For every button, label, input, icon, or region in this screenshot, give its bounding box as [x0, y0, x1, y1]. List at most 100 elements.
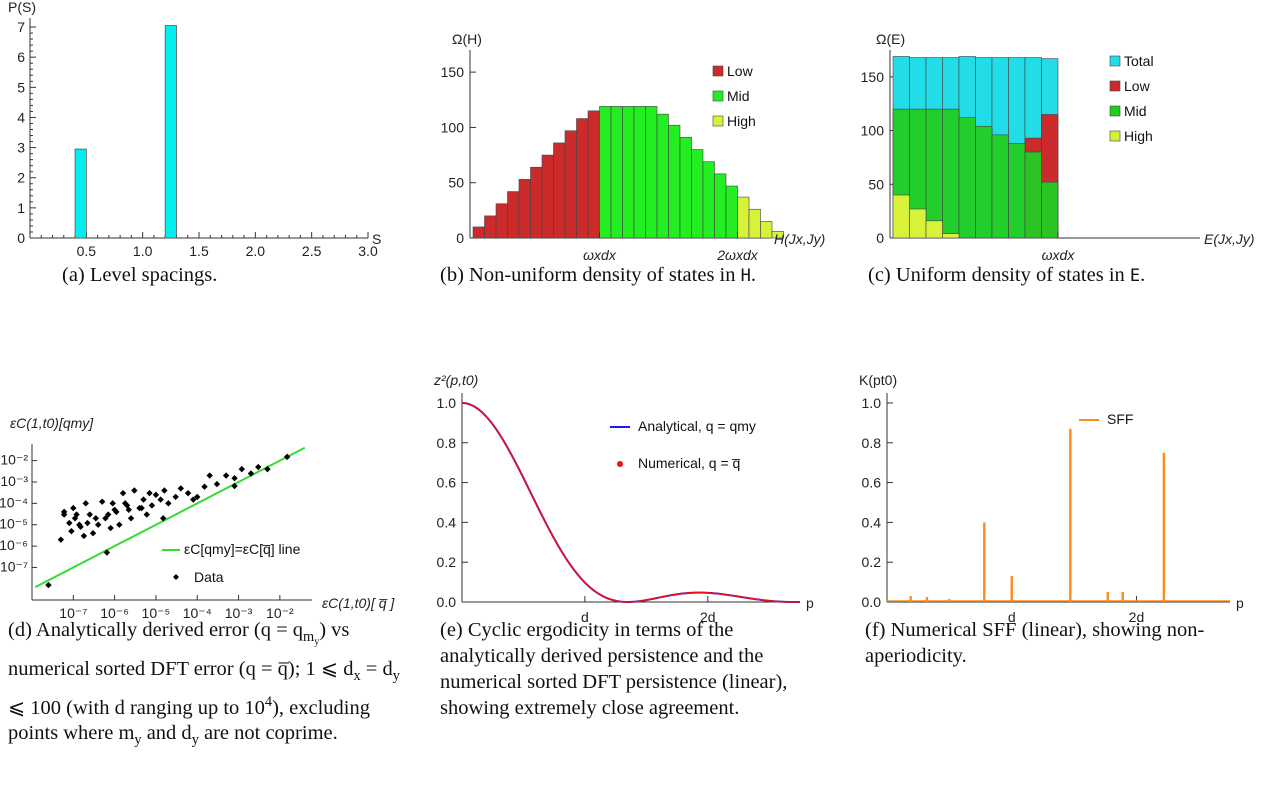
caption-b: (b) Non-uniform density of states in H.: [440, 264, 756, 286]
sff-spike: [1121, 592, 1124, 602]
data-point: [109, 500, 116, 507]
sff-spike: [1106, 592, 1109, 602]
y-axis-label: z²(p,t0): [433, 372, 478, 388]
y-tick-label: 0.4: [437, 514, 457, 530]
data-point: [82, 500, 89, 507]
bar-low: [553, 142, 566, 239]
y-tick-label: 0: [456, 230, 464, 246]
y-tick-label: 0.8: [862, 435, 882, 451]
data-point: [111, 506, 118, 513]
legend-label: Analytical, q = qmy: [638, 418, 756, 434]
caption-c: (c) Uniform density of states in E.: [868, 264, 1146, 286]
data-point: [131, 487, 138, 494]
legend-label: High: [727, 113, 756, 129]
panel-a-level-spacings: 0.5 1.0 1.5 2.0 2.5 3.0 0 1 2 3 4 5 6 7 P(S) S: [0, 0, 400, 260]
bar-high: [942, 233, 960, 239]
x-tick-label: 10⁻⁵: [142, 605, 171, 621]
panel-e-persistence: 0.0 0.2 0.4 0.6 0.8 1.0 d 2d z²(p,t0) p Analytical…: [420, 365, 830, 625]
bar-mid: [1008, 143, 1026, 239]
data-point: [194, 493, 201, 501]
level-spacings-chart: 0.5 1.0 1.5 2.0 2.5 3.0 0 1 2 3 4 5 6 7 P(S) S: [8, 0, 381, 259]
x-tick-label: 10⁻⁶: [100, 605, 129, 621]
equality-line: [34, 446, 306, 589]
x-tick-label: 10⁻³: [225, 605, 253, 621]
x-axis-label: E(Jx,Jy): [1204, 231, 1255, 247]
persistence-chart: 0.0 0.2 0.4 0.6 0.8 1.0 d 2d z²(p,t0) p Analytical…: [433, 372, 814, 625]
data-point: [127, 515, 135, 522]
x-tick-label: 2d: [700, 609, 716, 625]
data-point: [148, 502, 156, 509]
sff-spike: [1069, 428, 1072, 602]
bar-low: [576, 118, 589, 239]
y-tick-label: 150: [861, 69, 885, 85]
y-tick-label: 10⁻⁴: [0, 494, 28, 510]
data-point: [98, 498, 106, 505]
y-tick-label: 0.2: [437, 554, 457, 570]
y-tick-label: 0.6: [862, 475, 882, 491]
sff-spike: [909, 596, 912, 602]
bar-high: [925, 220, 943, 239]
x-axis-label: H(Jx,Jy): [774, 231, 825, 247]
y-tick-label: 1.0: [437, 395, 457, 411]
data-point: [119, 489, 127, 497]
x-axis-label: p: [806, 595, 814, 611]
bar-low: [495, 203, 508, 239]
x-tick-label: 1.5: [189, 243, 209, 259]
legend-swatch: [1109, 130, 1121, 142]
caption-d: (d) Analytically derived error (q = qmy)…: [8, 619, 400, 749]
data-point: [45, 581, 52, 589]
data-point: [247, 470, 255, 477]
data-point: [57, 536, 65, 543]
y-tick-label: 100: [441, 119, 465, 135]
bar-mid: [1041, 181, 1059, 239]
data-point: [201, 483, 208, 490]
bar-mid: [679, 137, 692, 239]
legend-label: Numerical, q = q̅: [638, 455, 741, 471]
data-point: [138, 504, 145, 512]
sff-spike: [1010, 576, 1013, 602]
x-tick-label: ωxdx: [1042, 247, 1076, 263]
data-point: [231, 475, 238, 482]
data-point: [206, 472, 213, 479]
y-tick-label: 5: [17, 79, 25, 95]
bar-high: [737, 196, 750, 239]
caption-e: (e) Cyclic ergodicity in terms of the an…: [440, 619, 788, 719]
bar-low: [587, 110, 600, 239]
bar-mid: [645, 106, 658, 239]
x-tick-label: 10⁻⁴: [183, 605, 212, 621]
bar-low: [484, 215, 497, 239]
data-point: [255, 463, 262, 471]
x-tick-label: 2ωxdx: [716, 247, 758, 263]
sff-spike: [925, 597, 929, 602]
bar-mid: [714, 173, 727, 239]
x-axis-label: εC(1,t0)[ q̅ ]: [322, 595, 395, 611]
data-point: [89, 530, 97, 537]
x-tick-label: d: [581, 609, 589, 625]
data-point: [116, 521, 123, 528]
x-tick-label: d: [1008, 609, 1016, 625]
y-tick-label: 1: [17, 200, 25, 216]
bar-high: [892, 194, 910, 239]
y-axis-label: Ω(H): [452, 31, 482, 47]
nonuniform-dos-chart: 0 50 100 150 ωxdx 2ωxdx Ω(H) H(Jx,Jy) Low Mid High: [441, 31, 826, 263]
y-tick-label: 10⁻²: [0, 452, 28, 468]
bar-low: [530, 166, 543, 239]
y-axis-label: Ω(E): [876, 31, 905, 47]
data-point: [190, 496, 197, 503]
legend-swatch: [712, 65, 724, 77]
data-point: [92, 515, 99, 522]
legend-point-swatch: [617, 461, 623, 467]
bar-mid: [633, 106, 646, 239]
data-point: [107, 524, 114, 532]
legend-swatch: [1109, 55, 1121, 67]
caption-a: (a) Level spacings.: [62, 264, 218, 286]
legend-label: εC[qmy]=εC[q̅] line: [184, 541, 301, 557]
data-point: [77, 523, 84, 530]
bar-high: [760, 221, 773, 239]
data-point: [121, 500, 129, 507]
panel-c-uniform-dos: 0 50 100 150 ωxdx Ω(E) E(Jx,Jy) Total Low Mid High: [850, 20, 1270, 263]
x-tick-label: 10⁻⁷: [59, 605, 87, 621]
y-tick-label: 0.8: [437, 435, 457, 451]
x-tick-label: 2.0: [246, 243, 266, 259]
x-axis-label: p: [1236, 595, 1244, 611]
